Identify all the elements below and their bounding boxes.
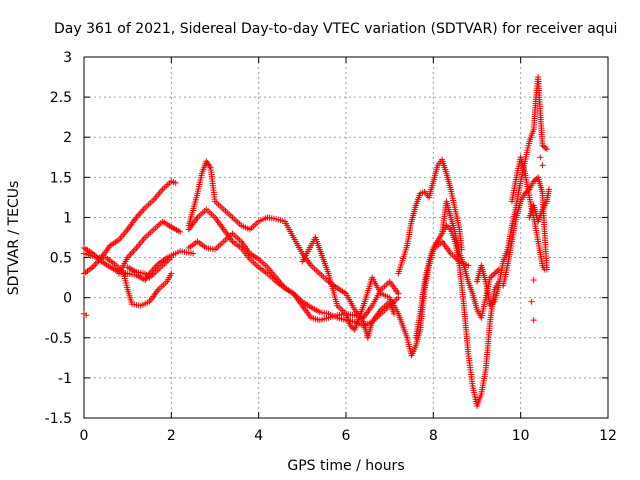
data-point bbox=[446, 225, 453, 232]
data-point bbox=[487, 302, 494, 309]
data-points bbox=[81, 74, 553, 409]
y-tick-label: -1.5 bbox=[45, 411, 72, 427]
y-tick-label: -1 bbox=[58, 371, 72, 387]
data-point bbox=[528, 298, 535, 305]
data-point bbox=[537, 154, 544, 161]
x-tick-label: 8 bbox=[429, 428, 438, 444]
chart-title: Day 361 of 2021, Sidereal Day-to-day VTE… bbox=[54, 21, 617, 37]
data-point bbox=[494, 267, 501, 274]
data-point bbox=[542, 144, 549, 151]
data-point bbox=[546, 186, 553, 193]
data-point bbox=[539, 142, 546, 149]
data-point bbox=[532, 177, 539, 184]
y-tick-label: 3 bbox=[63, 50, 72, 66]
data-point bbox=[490, 300, 497, 307]
data-point bbox=[443, 222, 450, 229]
ticks: 0 2 4 6 8 10 12 -1.5 -1 -0.5 0 0.5 1 1.5 2 2.5 3 bbox=[45, 50, 617, 444]
data-point bbox=[543, 146, 550, 153]
data-point bbox=[83, 312, 90, 319]
data-point bbox=[530, 178, 537, 185]
grid bbox=[84, 57, 608, 418]
data-point bbox=[492, 269, 499, 276]
x-tick-label: 0 bbox=[80, 428, 89, 444]
y-tick-label: 1.5 bbox=[50, 170, 72, 186]
x-tick-label: 12 bbox=[599, 428, 617, 444]
data-point bbox=[172, 179, 179, 186]
x-tick-label: 10 bbox=[512, 428, 530, 444]
data-point bbox=[490, 271, 497, 278]
data-point bbox=[541, 266, 548, 273]
data-point bbox=[347, 322, 354, 329]
plot-frame bbox=[83, 56, 609, 419]
data-point bbox=[190, 250, 197, 257]
data-point bbox=[149, 271, 156, 278]
y-tick-label: 2 bbox=[63, 130, 72, 146]
data-point bbox=[539, 162, 546, 169]
data-point bbox=[530, 277, 537, 284]
x-tick-label: 2 bbox=[167, 428, 176, 444]
data-point bbox=[395, 294, 402, 301]
y-tick-label: 2.5 bbox=[50, 90, 72, 106]
data-point bbox=[146, 274, 153, 281]
data-point bbox=[530, 317, 537, 324]
data-point bbox=[142, 270, 149, 277]
y-tick-label: 0.5 bbox=[50, 251, 72, 267]
y-tick-label: -0.5 bbox=[45, 331, 72, 347]
data-point bbox=[348, 324, 355, 331]
data-point bbox=[540, 143, 547, 150]
y-axis-label: SDTVAR / TECUs bbox=[6, 181, 22, 296]
data-point bbox=[168, 270, 175, 277]
y-tick-label: 1 bbox=[63, 210, 72, 226]
data-point bbox=[488, 301, 495, 308]
data-point bbox=[143, 271, 150, 278]
data-point bbox=[488, 273, 495, 280]
data-point bbox=[491, 270, 498, 277]
data-point bbox=[168, 254, 175, 261]
x-tick-label: 4 bbox=[254, 428, 263, 444]
y-tick-label: 0 bbox=[63, 291, 72, 307]
x-axis-label: GPS time / hours bbox=[287, 458, 404, 474]
data-point bbox=[487, 274, 494, 281]
data-point bbox=[147, 273, 154, 280]
data-point bbox=[177, 228, 184, 235]
x-tick-label: 6 bbox=[342, 428, 351, 444]
